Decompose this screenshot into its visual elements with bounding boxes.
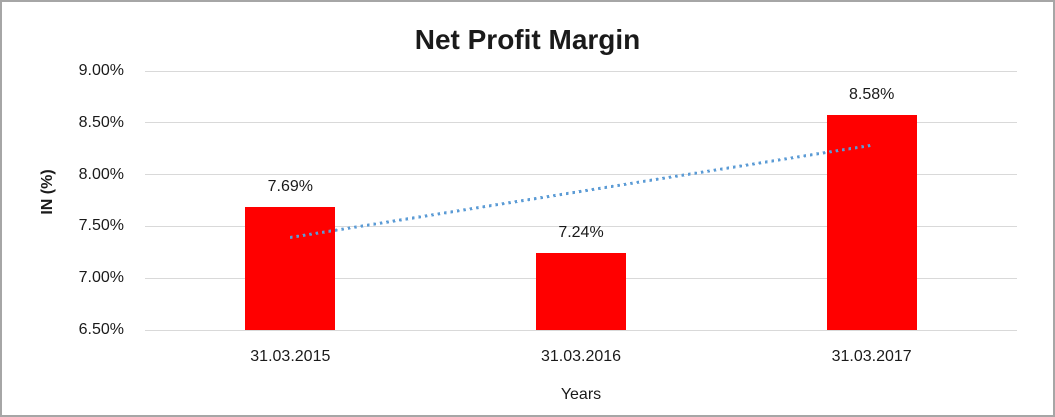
bar [536, 253, 626, 330]
bar [245, 206, 336, 330]
gridline [145, 122, 1017, 124]
gridline [145, 174, 1017, 176]
x-tick-label: 31.03.2016 [540, 348, 622, 365]
x-tick-label: 31.03.2017 [831, 348, 912, 365]
y-tick-label: 6.50% [78, 321, 124, 338]
gridline [145, 70, 1017, 72]
bar-value-label: 8.58% [848, 85, 895, 103]
x-axis-title: Years [560, 386, 602, 403]
gridline [145, 329, 1017, 331]
bar-value-label: 7.24% [558, 224, 604, 242]
y-tick-label: 7.00% [78, 269, 124, 287]
bar-value-label: 7.69% [267, 177, 314, 195]
gridline [145, 225, 1017, 227]
x-tick-label: 31.03.2015 [250, 348, 331, 365]
y-tick-label: 7.50% [78, 217, 124, 235]
chart-title: Net Profit Margin [414, 24, 641, 55]
y-tick-label: 9.00% [78, 62, 124, 79]
plot-area: 7.69% 7.24% 8.58% [145, 70, 1017, 331]
y-tick-label: 8.50% [78, 113, 124, 131]
bar [826, 114, 917, 330]
y-tick-label: 8.00% [78, 165, 124, 183]
